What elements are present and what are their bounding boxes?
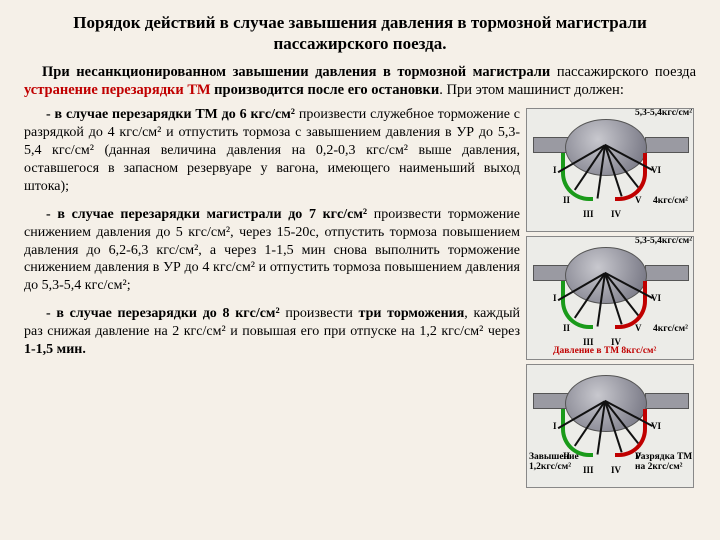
d3-label-r2: на 2кгс/см²: [635, 463, 683, 473]
p3-mid: произвести: [280, 306, 359, 321]
roman-numeral: V: [635, 323, 642, 333]
diagram-3: Завышение 1,2кгс/см² Разрядка ТМ на 2кгс…: [526, 364, 694, 488]
pipe-icon: [533, 393, 569, 409]
paragraph-1: - в случае перезарядки ТМ до 6 кгс/см² п…: [24, 106, 520, 196]
diagram-2: 5,3-5,4кгс/см² 4кгс/см² Давление в ТМ 8к…: [526, 236, 694, 360]
intro-red: устранение перезарядки ТМ: [24, 82, 211, 98]
roman-numeral: VI: [651, 165, 661, 175]
p2-lead: - в случае перезарядки магистрали до 7 к…: [46, 207, 367, 222]
intro-bold2: производится после его остановки: [214, 82, 439, 98]
intro-post: . При этом машинист должен:: [439, 82, 624, 98]
d2-label-tl: 5,3-5,4кгс/см²: [635, 237, 692, 247]
d3-label-l2: 1,2кгс/см²: [529, 463, 571, 473]
roman-numeral: II: [563, 323, 570, 333]
pipe-icon: [645, 137, 689, 153]
roman-numeral: II: [563, 195, 570, 205]
roman-numeral: III: [583, 209, 594, 219]
roman-numeral: I: [553, 293, 557, 303]
p3-bold3: 1-1,5 мин.: [24, 342, 86, 357]
d1-label-br: 4кгс/см²: [653, 197, 688, 207]
text-column: - в случае перезарядки ТМ до 6 кгс/см² п…: [24, 106, 520, 488]
roman-numeral: VI: [651, 421, 661, 431]
roman-numeral: I: [553, 421, 557, 431]
roman-numeral: I: [553, 165, 557, 175]
paragraph-2: - в случае перезарядки магистрали до 7 к…: [24, 206, 520, 296]
pipe-icon: [533, 137, 569, 153]
figure-column: 5,3-5,4кгс/см² 4кгс/см² IIIIIIIVVVI 5,3-…: [526, 106, 696, 488]
roman-numeral: IV: [611, 465, 621, 475]
intro-mid1: пассажирского поезда: [550, 64, 696, 80]
d1-label-tl: 5,3-5,4кгс/см²: [635, 109, 692, 119]
roman-numeral: IV: [611, 209, 621, 219]
page-title: Порядок действий в случае завышения давл…: [24, 12, 696, 55]
p1-lead: - в случае перезарядки ТМ до 6 кгс/см²: [46, 107, 295, 122]
p3-lead: - в случае перезарядки до 8 кгс/см²: [46, 306, 280, 321]
intro-paragraph: При несанкционированном завышении давлен…: [24, 63, 696, 101]
roman-numeral: IV: [611, 337, 621, 347]
content-row: - в случае перезарядки ТМ до 6 кгс/см² п…: [24, 106, 696, 488]
paragraph-3: - в случае перезарядки до 8 кгс/см² прои…: [24, 305, 520, 359]
d2-label-br: 4кгс/см²: [653, 325, 688, 335]
pipe-icon: [645, 265, 689, 281]
pipe-icon: [533, 265, 569, 281]
roman-numeral: III: [583, 465, 594, 475]
roman-numeral: II: [563, 451, 570, 461]
p3-bold2: три торможения: [359, 306, 465, 321]
roman-numeral: V: [635, 195, 642, 205]
roman-numeral: III: [583, 337, 594, 347]
roman-numeral: VI: [651, 293, 661, 303]
roman-numeral: V: [635, 451, 642, 461]
pipe-icon: [645, 393, 689, 409]
intro-bold: При несанкционированном завышении давлен…: [42, 64, 550, 80]
d2-label-bottom: Давление в ТМ 8кгс/см²: [553, 347, 656, 357]
diagram-1: 5,3-5,4кгс/см² 4кгс/см² IIIIIIIVVVI: [526, 108, 694, 232]
